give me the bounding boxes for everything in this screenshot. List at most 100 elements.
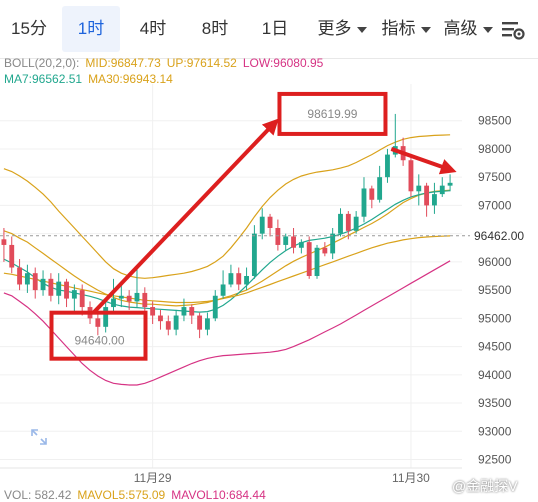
candle-body (432, 194, 437, 206)
candle (424, 182, 430, 217)
price-tick-label: 93500 (478, 396, 512, 410)
candle-body (165, 321, 171, 330)
candle (48, 273, 54, 302)
tab-label: 指标 (381, 19, 416, 38)
price-chart[interactable]: 98500 98000 97500 97000 96000 95500 95000 94500… (0, 84, 538, 488)
last-price-label: 96462.00 (474, 229, 524, 243)
series-line-up (3, 134, 451, 279)
tab-label: 4时 (139, 19, 167, 38)
candle (150, 301, 156, 324)
chart-grid (0, 84, 462, 469)
chart-settings-icon[interactable] (500, 18, 526, 42)
tab-label: 1日 (261, 19, 289, 38)
candle-body (150, 307, 156, 316)
candle-body (220, 284, 226, 296)
candle (79, 284, 85, 316)
candle-body (275, 228, 281, 245)
candle (408, 157, 414, 197)
tab-more[interactable]: 更多 (310, 6, 374, 52)
volume-readout: VOL: 582.42 MAVOL5:575.09 MAVOL10:684.44 (4, 488, 272, 502)
mavol5-value: MAVOL5:575.09 (77, 488, 166, 502)
candle (361, 177, 367, 223)
tab-4hour[interactable]: 4时 (124, 6, 182, 52)
tab-1hour[interactable]: 1时 (62, 6, 120, 52)
candle (9, 236, 15, 274)
candle (432, 182, 437, 214)
candle-body (228, 273, 234, 285)
candle-body (64, 281, 69, 299)
candle-body (385, 154, 390, 178)
candle (205, 312, 210, 336)
price-tick-label: 97500 (478, 170, 512, 184)
candle (322, 242, 328, 257)
candle-body (353, 216, 359, 231)
tab-indicators[interactable]: 指标 (374, 6, 438, 52)
candle-body (377, 177, 383, 200)
time-axis: 11月29 11月30 (134, 471, 430, 485)
tab-15min[interactable]: 15分 (0, 6, 58, 52)
candle (95, 312, 101, 336)
tab-advanced[interactable]: 高级 (436, 6, 500, 52)
ma30-value: MA30:96943.14 (88, 72, 173, 86)
candle-body (314, 247, 320, 276)
candle-body (189, 307, 195, 316)
candle (416, 174, 422, 206)
candle-body (330, 233, 336, 254)
candle (283, 233, 289, 251)
candle (244, 267, 249, 291)
candle (236, 267, 242, 291)
boll-indicator-readout: BOLL(20,2,0): MID:96847.73 UP:97614.52 LOW:… (4, 56, 329, 70)
expand-icon[interactable] (30, 428, 48, 446)
time-tick-label: 11月29 (134, 471, 172, 485)
candle-body (48, 278, 54, 296)
candle-body (32, 273, 38, 291)
time-tick-label: 11月30 (392, 471, 430, 485)
price-tick-label: 94000 (478, 368, 512, 382)
candle-body (111, 298, 116, 308)
candle (103, 301, 109, 333)
candle (56, 273, 62, 305)
candle-body (71, 290, 77, 299)
candle (439, 177, 445, 197)
candle-body (447, 182, 453, 186)
candle (369, 185, 375, 209)
series-line-low (3, 260, 451, 386)
candle-body (173, 315, 179, 330)
candle-body (118, 295, 124, 299)
candle (212, 290, 218, 322)
candle-body (40, 278, 46, 291)
high-annotation-label: 98619.99 (307, 107, 357, 121)
candle-body (103, 307, 109, 327)
candle-body (338, 213, 343, 234)
last-price-tag (470, 226, 534, 245)
annotation-overlay: 98619.99 94640.00 (49, 91, 457, 361)
candle (306, 236, 312, 279)
candle (165, 315, 171, 336)
mavol10-value: MAVOL10:684.44 (171, 488, 266, 502)
candle (345, 211, 351, 240)
price-tick-label: 93000 (478, 424, 512, 438)
candle (353, 211, 359, 234)
tab-label: 更多 (317, 19, 352, 38)
candle-body (416, 185, 422, 192)
series-line-ma7 (3, 190, 451, 313)
candle-body (24, 273, 30, 285)
candle (447, 174, 453, 192)
candle-body (79, 290, 85, 308)
candle (24, 264, 30, 293)
price-tick-label: 97000 (478, 198, 512, 212)
candle (298, 239, 304, 254)
candle-body (306, 242, 312, 276)
candle-body (259, 216, 265, 234)
tab-label: 8时 (201, 19, 229, 38)
candle (158, 309, 163, 330)
tab-1day[interactable]: 1日 (246, 6, 304, 52)
chevron-down-icon (420, 26, 431, 33)
tab-label: 1时 (77, 19, 105, 38)
candle-body (205, 318, 210, 330)
candle-body (95, 318, 101, 327)
candle-body (142, 292, 148, 308)
tab-8hour[interactable]: 8时 (186, 6, 244, 52)
price-tick-label: 98000 (478, 142, 512, 156)
downtrend-arrow (390, 147, 457, 175)
